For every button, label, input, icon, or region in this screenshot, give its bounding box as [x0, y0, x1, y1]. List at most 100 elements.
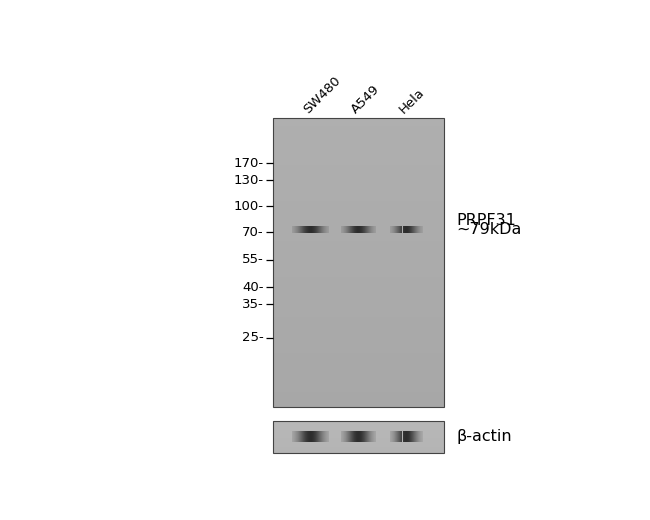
Bar [273, 295, 444, 298]
Bar [273, 144, 444, 147]
Bar [273, 445, 444, 446]
Bar [273, 263, 444, 266]
Text: Hela: Hela [397, 86, 428, 116]
Bar [273, 342, 444, 345]
Bar [273, 424, 444, 425]
Bar [273, 339, 444, 342]
Bar [273, 403, 444, 407]
Bar [273, 136, 444, 140]
Bar [273, 281, 444, 284]
Bar [273, 288, 444, 291]
Bar [273, 441, 444, 443]
Bar [273, 429, 444, 430]
Text: ~79kDa: ~79kDa [456, 223, 522, 238]
Bar [273, 119, 444, 122]
Bar [273, 212, 444, 216]
Bar [273, 309, 444, 313]
Text: A549: A549 [349, 83, 383, 116]
Bar [273, 119, 444, 407]
Bar [273, 363, 444, 367]
Bar [273, 422, 444, 423]
Text: 35-: 35- [242, 298, 264, 311]
Bar [273, 270, 444, 274]
Text: 55-: 55- [242, 253, 264, 266]
Bar [273, 421, 444, 422]
Bar [273, 443, 444, 444]
Bar [273, 449, 444, 450]
Bar [273, 277, 444, 281]
Bar [273, 244, 444, 248]
Bar [273, 198, 444, 201]
Bar [273, 433, 444, 434]
Bar [273, 302, 444, 306]
Bar [273, 255, 444, 259]
Bar [273, 353, 444, 356]
Bar [273, 392, 444, 396]
Bar [273, 335, 444, 339]
Bar [273, 430, 444, 431]
Bar [273, 450, 444, 451]
Bar [273, 378, 444, 382]
Bar [273, 320, 444, 324]
Bar [273, 158, 444, 162]
Bar [273, 385, 444, 389]
Bar [273, 439, 444, 440]
Bar [273, 216, 444, 219]
Bar [273, 248, 444, 252]
Bar [273, 382, 444, 385]
Bar [273, 434, 444, 435]
Bar [273, 187, 444, 190]
Bar [273, 436, 444, 437]
Text: 25-: 25- [242, 331, 264, 344]
Bar [273, 360, 444, 363]
Text: 170-: 170- [233, 157, 264, 170]
Bar [273, 367, 444, 371]
Bar [273, 122, 444, 126]
Bar [273, 444, 444, 445]
Bar [273, 356, 444, 360]
Bar [273, 313, 444, 317]
Bar [273, 180, 444, 184]
Bar [273, 291, 444, 295]
Bar [273, 448, 444, 449]
Bar [273, 345, 444, 349]
Bar [273, 284, 444, 288]
Bar [273, 241, 444, 244]
Bar [273, 154, 444, 158]
Bar [273, 437, 444, 438]
Bar [273, 129, 444, 133]
Bar [273, 140, 444, 144]
Bar [273, 426, 444, 427]
Bar [273, 227, 444, 230]
Bar [273, 328, 444, 331]
Bar [273, 440, 444, 441]
Bar [273, 317, 444, 320]
Bar [273, 201, 444, 205]
Bar [273, 432, 444, 433]
Text: PRPF31: PRPF31 [456, 213, 516, 228]
Bar [273, 274, 444, 277]
Bar [273, 396, 444, 399]
Bar [273, 421, 444, 453]
Bar [273, 147, 444, 151]
Bar [273, 389, 444, 392]
Text: 100-: 100- [233, 200, 264, 213]
Text: 130-: 130- [233, 174, 264, 187]
Bar [273, 169, 444, 173]
Bar [273, 184, 444, 187]
Bar [273, 435, 444, 436]
Bar [273, 209, 444, 212]
Bar [273, 176, 444, 180]
Bar [273, 266, 444, 270]
Bar [273, 259, 444, 263]
Bar [273, 237, 444, 241]
Bar [273, 349, 444, 353]
Bar [273, 252, 444, 255]
Bar [273, 126, 444, 129]
Bar [273, 431, 444, 432]
Bar [273, 165, 444, 169]
Bar [273, 306, 444, 309]
Bar [273, 371, 444, 374]
Bar [273, 219, 444, 223]
Bar [273, 234, 444, 237]
